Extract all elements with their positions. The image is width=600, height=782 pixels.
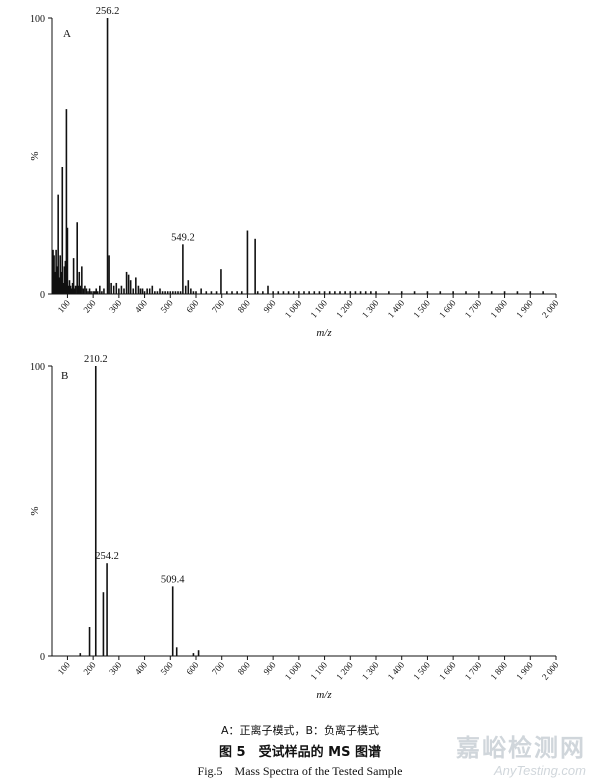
x-tick-label: 500	[158, 297, 175, 314]
watermark: 嘉峪检测网 AnyTesting.com	[456, 728, 586, 778]
x-tick-label: 1 300	[360, 297, 381, 319]
x-tick-label: 1 200	[334, 297, 355, 319]
x-axis-label: m/z	[316, 327, 332, 339]
x-tick-label: 300	[107, 297, 124, 314]
x-axis-label: m/z	[316, 689, 332, 701]
y-tick-label: 100	[30, 14, 45, 25]
y-tick-label: 0	[40, 290, 45, 301]
x-tick-label: 800	[236, 659, 253, 676]
x-tick-label: 1 300	[360, 659, 381, 681]
x-tick-label: 1 000	[283, 659, 304, 681]
x-tick-label: 1 000	[283, 297, 304, 319]
x-tick-label: 700	[210, 297, 227, 314]
panel-label: B	[61, 370, 68, 382]
x-tick-label: 1 200	[334, 659, 355, 681]
x-tick-label: 2 000	[540, 297, 561, 319]
x-tick-label: 1 500	[411, 659, 432, 681]
peak-label: 210.2	[84, 354, 108, 365]
peak-label: 509.4	[161, 574, 185, 585]
x-tick-label: 300	[107, 659, 124, 676]
x-tick-label: 400	[133, 297, 150, 314]
x-tick-label: 100	[56, 297, 73, 314]
x-tick-label: 2 000	[540, 659, 561, 681]
watermark-site: AnyTesting.com	[493, 763, 586, 778]
x-tick-label: 1 900	[514, 659, 535, 681]
peak-label: 254.2	[95, 551, 119, 562]
x-tick-label: 800	[236, 297, 253, 314]
x-tick-label: 100	[56, 659, 73, 676]
panel-label: A	[63, 28, 71, 40]
peak-label: 256.2	[96, 6, 120, 17]
x-tick-label: 700	[210, 659, 227, 676]
x-tick-label: 200	[81, 297, 98, 314]
x-tick-label: 600	[184, 659, 201, 676]
x-tick-label: 200	[81, 659, 98, 676]
x-tick-label: 1 800	[488, 297, 509, 319]
x-tick-label: 1 100	[308, 659, 329, 681]
y-tick-label: 100	[30, 362, 45, 373]
y-axis-label: %	[29, 151, 41, 160]
x-tick-label: 1 800	[488, 659, 509, 681]
x-tick-label: 600	[184, 297, 201, 314]
caption-title-zh: 图 5 受试样品的 MS 图谱	[219, 745, 381, 760]
x-tick-label: 1 600	[437, 297, 458, 319]
watermark-brand: 嘉峪检测网	[456, 734, 586, 762]
x-tick-label: 500	[158, 659, 175, 676]
x-tick-label: 1 700	[463, 297, 484, 319]
x-tick-label: 1 900	[514, 297, 535, 319]
x-tick-label: 900	[261, 659, 278, 676]
y-tick-label: 0	[40, 652, 45, 663]
caption-mode-legend: A：正离子模式，B：负离子模式	[220, 724, 380, 737]
caption-title-en: Fig.5 Mass Spectra of the Tested Sample	[197, 764, 403, 778]
peak-label: 549.2	[171, 232, 195, 243]
x-tick-label: 400	[133, 659, 150, 676]
x-tick-label: 1 700	[463, 659, 484, 681]
x-tick-label: 1 500	[411, 297, 432, 319]
x-tick-label: 1 600	[437, 659, 458, 681]
y-axis-label: %	[29, 506, 41, 515]
x-tick-label: 1 400	[386, 297, 407, 319]
x-tick-label: 900	[261, 297, 278, 314]
x-tick-label: 1 400	[386, 659, 407, 681]
x-tick-label: 1 100	[308, 297, 329, 319]
